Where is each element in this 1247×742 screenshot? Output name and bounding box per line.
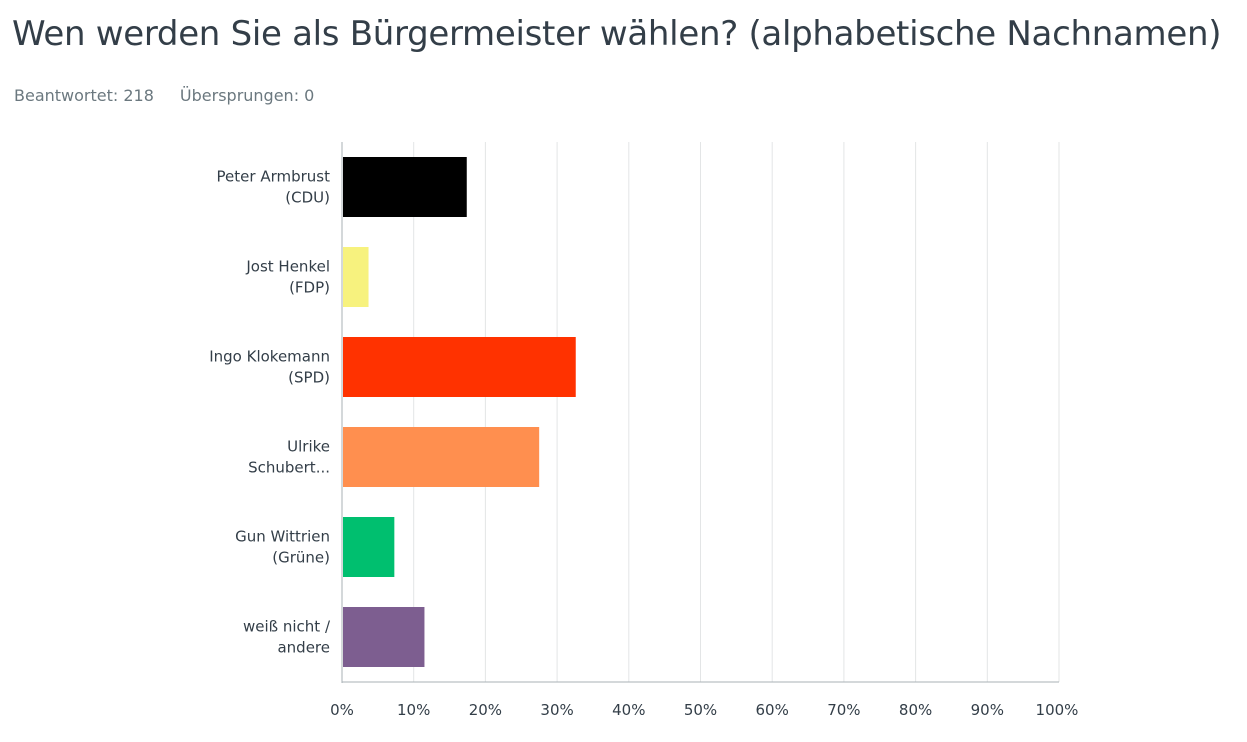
bar[interactable] xyxy=(343,157,467,217)
bar[interactable] xyxy=(343,337,576,397)
category-label-line: Jost Henkel xyxy=(245,258,330,276)
bar[interactable] xyxy=(343,247,369,307)
chart-title: Wen werden Sie als Bürgermeister wählen?… xyxy=(12,14,1222,54)
category-label: Peter Armbrust (CDU) xyxy=(217,168,331,207)
x-tick-label: 60% xyxy=(756,701,789,719)
x-tick-label: 40% xyxy=(612,701,645,719)
category-label-line: (SPD) xyxy=(288,369,330,387)
bar[interactable] xyxy=(343,427,540,487)
category-label-line: (FDP) xyxy=(289,279,330,297)
category-label-line: Peter Armbrust xyxy=(217,168,331,186)
category-label: weiß nicht / andere xyxy=(243,618,331,657)
response-stats: Beantwortet: 218 Übersprungen: 0 xyxy=(14,86,314,105)
x-tick-label: 80% xyxy=(899,701,932,719)
category-label-line: (Grüne) xyxy=(272,549,330,567)
x-tick-label: 10% xyxy=(397,701,430,719)
x-tick-label: 100% xyxy=(1036,701,1079,719)
category-label-line: Schubert... xyxy=(248,459,330,477)
skipped-count: Übersprungen: 0 xyxy=(179,86,315,105)
category-label-line: andere xyxy=(277,639,330,657)
bar[interactable] xyxy=(343,607,425,667)
category-label-line: Gun Wittrien xyxy=(235,528,330,546)
category-labels: Peter Armbrust (CDU) Jost Henkel (FDP) Ingo … xyxy=(209,168,331,657)
x-tick-label: 70% xyxy=(827,701,860,719)
axes xyxy=(341,142,1059,683)
category-label: Ingo Klokemann (SPD) xyxy=(209,348,330,387)
x-tick-label: 20% xyxy=(469,701,502,719)
bar[interactable] xyxy=(343,517,395,577)
category-label: Ulrike Schubert... xyxy=(248,438,330,477)
category-label-line: (CDU) xyxy=(285,189,330,207)
category-label-line: Ingo Klokemann xyxy=(209,348,330,366)
category-label: Jost Henkel (FDP) xyxy=(245,258,330,297)
x-tick-label: 90% xyxy=(971,701,1004,719)
x-tick-label: 30% xyxy=(540,701,573,719)
gridlines xyxy=(413,142,1060,682)
bars xyxy=(343,157,576,667)
x-tick-label: 0% xyxy=(330,701,354,719)
x-tick-labels: 0% 10% 20% 30% 40% 50% 60% 70% 80% 90% 100% xyxy=(330,701,1078,719)
category-label-line: Ulrike xyxy=(287,438,330,456)
x-tick-label: 50% xyxy=(684,701,717,719)
answered-count: Beantwortet: 218 xyxy=(14,86,154,105)
category-label-line: weiß nicht / xyxy=(243,618,331,636)
category-label: Gun Wittrien (Grüne) xyxy=(235,528,330,567)
